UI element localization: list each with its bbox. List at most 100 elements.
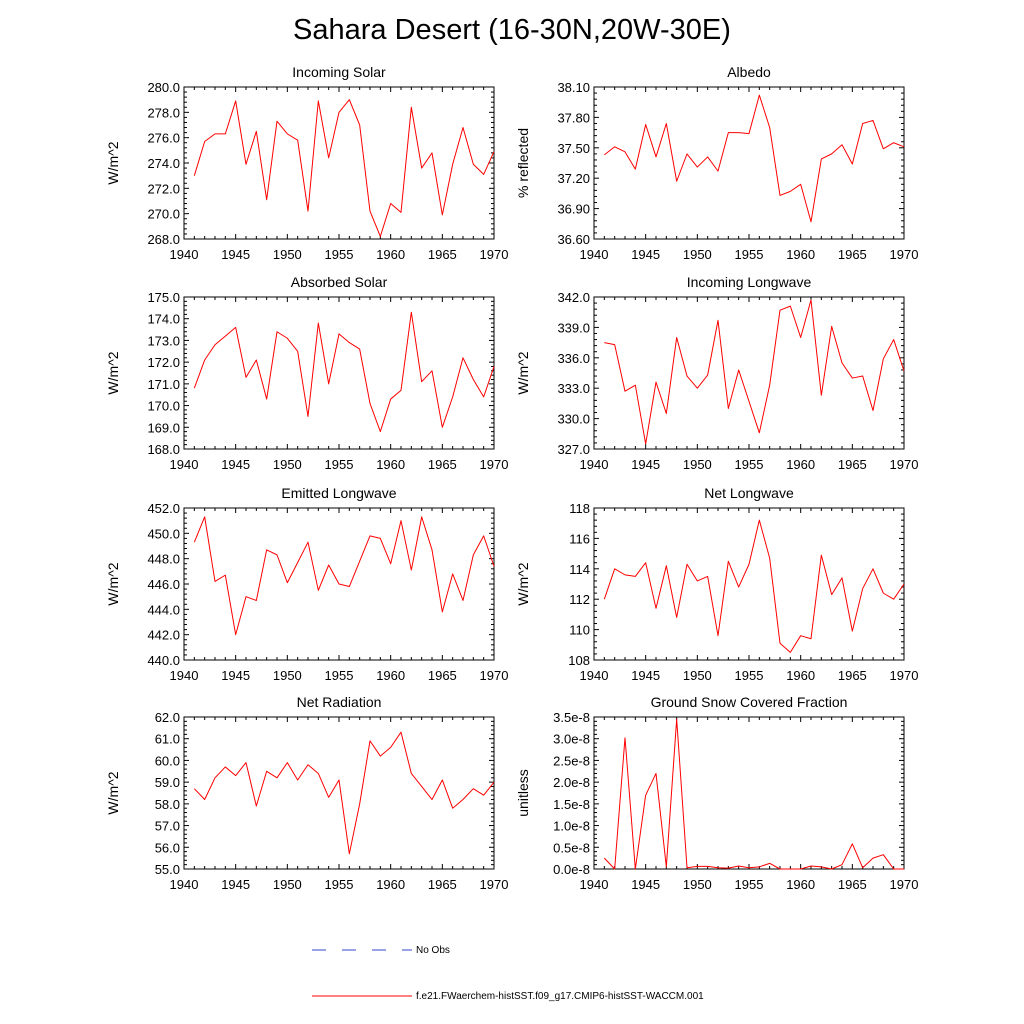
chart-panel-absorbed-solar: Absorbed Solar W/m^2 1940 1945 1950 1955 1960 1… [105, 274, 508, 472]
x-tick-label: 1970 [890, 668, 919, 683]
y-tick-label: 278.0 [147, 105, 180, 120]
series-line [193, 731, 495, 855]
y-tick-label: 171.0 [147, 377, 180, 392]
x-tick-label: 1940 [580, 247, 609, 262]
y-tick-label: 114 [569, 562, 590, 577]
chart-title: Incoming Solar [292, 64, 386, 80]
x-tick-label: 1955 [735, 457, 764, 472]
y-tick-label: 38.10 [557, 80, 590, 95]
x-tick-label: 1970 [480, 668, 509, 683]
y-tick-label: 336.0 [557, 351, 590, 366]
x-tick-label: 1960 [786, 668, 815, 683]
y-tick-label: 173.0 [147, 333, 180, 348]
x-tick-label: 1970 [480, 457, 509, 472]
chart-panel-incoming-longwave: Incoming Longwave W/m^2 1940 1945 1950 1955 19… [515, 274, 918, 472]
x-tick-label: 1955 [325, 457, 354, 472]
x-tick-label: 1960 [786, 247, 815, 262]
legend: No Obs f.e21.FWaerchem-histSST.f09_g17.C… [312, 945, 704, 1002]
series-line [193, 99, 495, 237]
chart-panel-net-longwave: Net Longwave W/m^2 1940 1945 1950 1955 1960 196… [515, 485, 918, 683]
y-tick-label: 3.0e-8 [553, 732, 590, 747]
x-tick-label: 1965 [428, 877, 457, 892]
plot-frame [183, 296, 495, 450]
y-tick-label: 333.0 [557, 381, 590, 396]
chart-title: Emitted Longwave [281, 485, 396, 501]
y-tick-label: 450.0 [147, 526, 180, 541]
y-tick-label: 58.0 [155, 797, 180, 812]
x-tick-label: 1945 [631, 247, 660, 262]
x-tick-label: 1950 [273, 668, 302, 683]
y-tick-label: 37.50 [557, 141, 590, 156]
x-tick-label: 1940 [170, 247, 199, 262]
y-axis-label: % reflected [515, 128, 531, 198]
series-line [604, 94, 905, 223]
y-tick-label: 118 [569, 501, 590, 516]
x-tick-label: 1945 [631, 668, 660, 683]
y-tick-label: 274.0 [147, 156, 180, 171]
y-axis-label: W/m^2 [105, 141, 121, 184]
y-tick-label: 116 [569, 531, 590, 546]
x-tick-label: 1950 [683, 247, 712, 262]
y-tick-label: 330.0 [557, 412, 590, 427]
y-tick-label: 36.90 [557, 202, 590, 217]
y-tick-label: 170.0 [147, 399, 180, 414]
y-tick-label: 272.0 [147, 181, 180, 196]
chart-panel-albedo: Albedo % reflected 1940 1945 1950 1955 1960 196… [515, 64, 918, 262]
y-tick-label: 175.0 [147, 290, 180, 305]
chart-title: Net Radiation [297, 694, 382, 710]
x-tick-label: 1940 [170, 877, 199, 892]
x-tick-label: 1965 [838, 877, 867, 892]
plot-frame [593, 507, 905, 661]
x-tick-label: 1950 [273, 877, 302, 892]
y-tick-label: 174.0 [147, 312, 180, 327]
y-tick-label: 57.0 [155, 819, 180, 834]
y-tick-label: 108 [568, 653, 590, 668]
x-tick-label: 1965 [428, 668, 457, 683]
x-tick-label: 1970 [480, 247, 509, 262]
y-tick-label: 442.0 [147, 628, 180, 643]
y-tick-label: 61.0 [155, 732, 180, 747]
series-line [604, 299, 905, 445]
series-line [193, 311, 495, 433]
y-tick-label: 3.5e-8 [553, 710, 590, 725]
y-tick-label: 446.0 [147, 577, 180, 592]
chart-panel-emitted-longwave: Emitted Longwave W/m^2 1940 1945 1950 1955 196… [105, 485, 508, 683]
x-tick-label: 1955 [325, 668, 354, 683]
x-tick-label: 1970 [890, 457, 919, 472]
y-tick-label: 444.0 [147, 602, 180, 617]
y-tick-label: 2.5e-8 [553, 753, 590, 768]
x-tick-label: 1940 [170, 457, 199, 472]
y-tick-label: 37.20 [557, 171, 590, 186]
series-line [603, 718, 904, 870]
x-tick-label: 1965 [428, 457, 457, 472]
x-tick-label: 1950 [683, 457, 712, 472]
x-tick-label: 1960 [376, 668, 405, 683]
y-tick-label: 55.0 [155, 862, 180, 877]
y-tick-label: 448.0 [147, 552, 180, 567]
chart-title: Incoming Longwave [687, 274, 812, 290]
chart-title: Absorbed Solar [291, 274, 388, 290]
y-tick-label: 276.0 [147, 131, 180, 146]
y-tick-label: 37.80 [557, 110, 590, 125]
x-tick-label: 1970 [480, 877, 509, 892]
y-tick-label: 452.0 [147, 501, 180, 516]
x-tick-label: 1960 [786, 877, 815, 892]
x-tick-label: 1945 [221, 668, 250, 683]
y-axis-label: W/m^2 [105, 351, 121, 394]
y-tick-label: 339.0 [557, 320, 590, 335]
x-tick-label: 1960 [376, 247, 405, 262]
x-tick-label: 1950 [683, 668, 712, 683]
x-tick-label: 1940 [580, 457, 609, 472]
x-tick-label: 1950 [683, 877, 712, 892]
y-tick-label: 268.0 [147, 232, 180, 247]
chart-title: Net Longwave [704, 485, 794, 501]
y-tick-label: 62.0 [155, 710, 180, 725]
y-tick-label: 56.0 [155, 840, 180, 855]
chart-title: Albedo [727, 64, 771, 80]
y-tick-label: 1.0e-8 [553, 819, 590, 834]
chart-panel-ground-snow-covered-fraction: Ground Snow Covered Fraction unitless 1940… [515, 694, 918, 892]
x-tick-label: 1945 [631, 457, 660, 472]
x-tick-label: 1965 [838, 457, 867, 472]
x-tick-label: 1950 [273, 247, 302, 262]
x-tick-label: 1955 [735, 247, 764, 262]
